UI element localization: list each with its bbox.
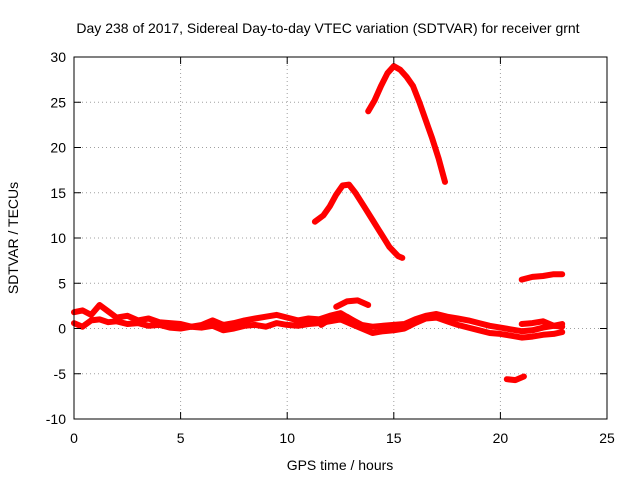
chart-title: Day 238 of 2017, Sidereal Day-to-day VTE…	[76, 20, 579, 36]
x-tick-label: 5	[177, 430, 185, 446]
series-bump-13h	[333, 297, 372, 310]
series-peak-29	[365, 63, 448, 185]
x-tick-label: 15	[386, 430, 402, 446]
y-tick-label: 25	[50, 94, 66, 110]
series-seg-late-0.5	[518, 318, 566, 329]
x-axis-label: GPS time / hours	[287, 457, 394, 473]
y-tick-label: -5	[54, 366, 67, 382]
series-arc-rising-12h	[318, 313, 361, 328]
y-axis-label: SDTVAR / TECUs	[5, 182, 21, 294]
plot-area	[74, 57, 607, 419]
y-tick-label: 10	[50, 230, 66, 246]
y-tick-label: 30	[50, 49, 66, 65]
series-seg-pos-6	[518, 271, 566, 283]
series-band-lower	[71, 314, 566, 341]
x-tick-label: 25	[599, 430, 615, 446]
series-band-upper	[71, 302, 566, 335]
ticks: 0 5 10 15 20 25 -10 -5 0 5 10 15 20 25 30	[46, 49, 615, 446]
series-seg-neg-5	[503, 373, 527, 384]
x-tick-label: 20	[493, 430, 509, 446]
data-series	[71, 63, 566, 384]
y-tick-label: -10	[46, 411, 66, 427]
y-tick-label: 15	[50, 185, 66, 201]
x-tick-label: 0	[70, 430, 78, 446]
y-tick-label: 0	[58, 321, 66, 337]
series-peak-16	[311, 181, 406, 261]
grid	[74, 57, 607, 419]
x-tick-label: 10	[279, 430, 295, 446]
y-tick-label: 20	[50, 140, 66, 156]
y-tick-label: 5	[58, 275, 66, 291]
